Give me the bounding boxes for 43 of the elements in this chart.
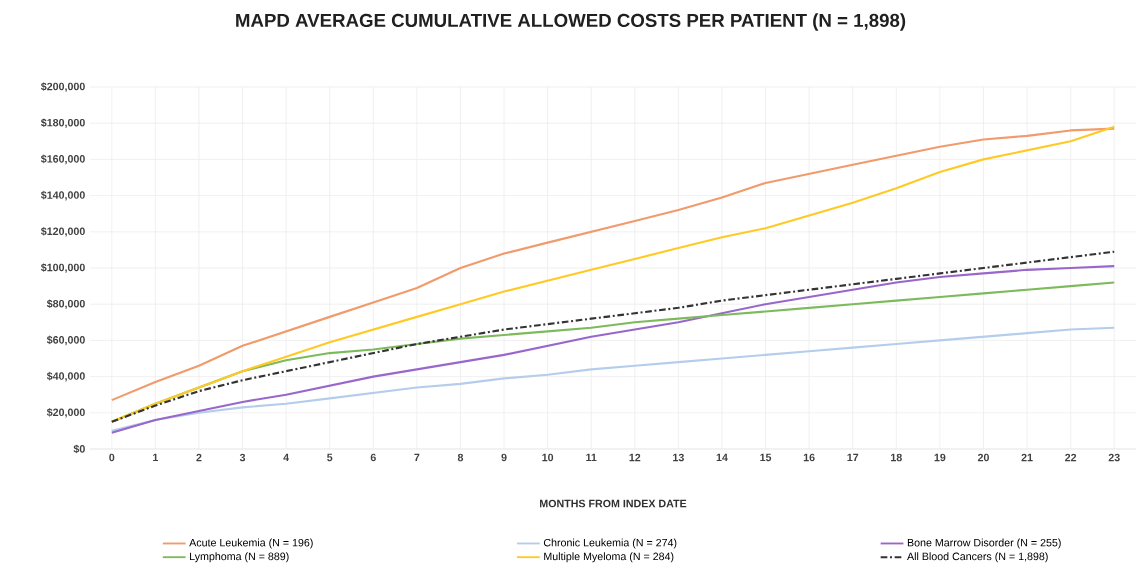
y-tick-label: $120,000 <box>40 227 85 237</box>
legend-label: Lymphoma (N = 889) <box>190 552 289 563</box>
y-tick-label: $100,000 <box>40 263 85 273</box>
x-tick-label: 10 <box>542 453 554 462</box>
y-tick-label: $160,000 <box>40 154 85 165</box>
x-tick-label: 19 <box>934 453 946 462</box>
x-tick-label: 18 <box>891 453 902 462</box>
x-tick-label: 2 <box>196 453 202 462</box>
y-tick-label: $40,000 <box>46 371 85 382</box>
legend-label: Multiple Myeloma (N = 284) <box>544 552 674 563</box>
x-tick-label: 0 <box>109 453 115 462</box>
x-tick-label: 7 <box>414 453 420 462</box>
x-tick-label: 8 <box>457 453 464 462</box>
chart-title: MAPD AVERAGE CUMULATIVE ALLOWED COSTS PER PATIENT (N = 1,898) <box>236 13 906 31</box>
x-tick-label: 1 <box>153 453 159 462</box>
x-axis-title: MONTHS FROM INDEX DATE <box>540 499 687 508</box>
y-tick-label: $180,000 <box>40 118 85 128</box>
y-tick-label: $200,000 <box>40 82 85 92</box>
x-tick-label: 15 <box>760 453 772 462</box>
y-tick-label: $0 <box>73 444 85 454</box>
y-tick-label: $60,000 <box>46 335 85 346</box>
x-tick-label: 12 <box>629 453 641 462</box>
legend-label: Chronic Leukemia (N = 274) <box>543 538 677 549</box>
y-tick-label: $20,000 <box>46 408 85 418</box>
x-tick-label: 21 <box>1021 453 1033 462</box>
x-tick-label: 22 <box>1065 453 1077 462</box>
x-tick-label: 11 <box>586 453 597 462</box>
y-tick-label: $80,000 <box>46 299 85 309</box>
y-tick-label: $140,000 <box>40 190 85 201</box>
x-tick-label: 16 <box>803 453 815 462</box>
x-tick-label: 23 <box>1108 453 1120 462</box>
legend-label: All Blood Cancers (N = 1,898) <box>907 552 1048 563</box>
x-tick-label: 17 <box>847 453 859 462</box>
legend-label: Bone Marrow Disorder (N = 255) <box>907 538 1061 549</box>
x-tick-label: 20 <box>977 453 989 462</box>
x-tick-label: 13 <box>673 453 684 462</box>
legend-label: Acute Leukemia (N = 196) <box>189 538 313 549</box>
x-tick-label: 9 <box>501 453 507 462</box>
x-tick-label: 3 <box>239 453 246 462</box>
x-tick-label: 4 <box>283 453 290 462</box>
x-tick-label: 5 <box>327 453 333 462</box>
x-tick-label: 6 <box>370 453 376 462</box>
x-tick-label: 14 <box>716 453 728 462</box>
